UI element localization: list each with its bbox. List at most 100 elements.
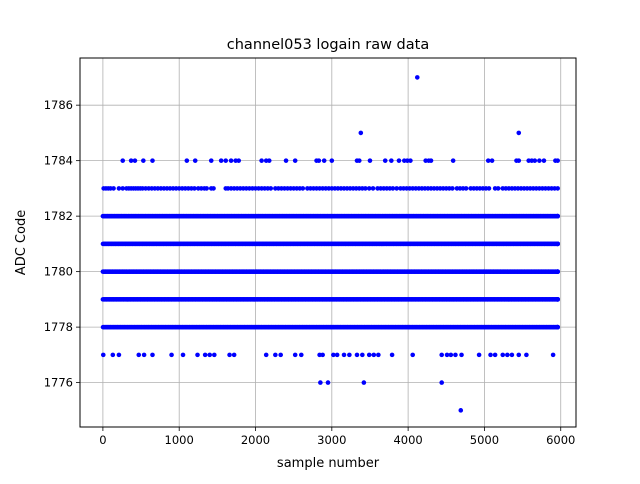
data-point [524, 352, 529, 358]
plot-frame [79, 57, 577, 428]
data-point [298, 352, 304, 358]
data-point [444, 352, 450, 358]
data-point [236, 158, 242, 163]
data-point [116, 352, 122, 358]
axis-ticks: 0 1000 2000 3000 4000 5000 6000 1776 1778 1780 178… [44, 98, 576, 447]
data-point [550, 352, 556, 358]
chart-title: channel053 logain raw data [227, 37, 429, 53]
data-point [259, 158, 264, 163]
data-point [283, 158, 289, 163]
x-axis-label: sample number [277, 456, 380, 471]
data-point [439, 352, 444, 358]
data-point [116, 186, 122, 191]
data-point [207, 352, 213, 358]
data-point [360, 352, 365, 358]
data-point [488, 352, 493, 358]
data-point [410, 352, 416, 358]
data-point [414, 75, 420, 80]
data-point [555, 158, 560, 163]
data-point [263, 352, 269, 358]
data-point [325, 380, 331, 385]
y-tick-label: 1778 [44, 320, 73, 334]
data-point [273, 352, 278, 358]
data-point [331, 352, 336, 358]
x-tick-label: 6000 [546, 433, 575, 447]
data-point [516, 130, 522, 136]
x-tick-label: 1000 [165, 433, 194, 447]
data-point [370, 186, 376, 191]
data-point [516, 158, 522, 163]
data-point [292, 352, 298, 358]
data-point [358, 130, 364, 136]
data-point [486, 186, 492, 191]
x-tick-label: 4000 [393, 433, 422, 447]
y-tick-label: 1780 [44, 265, 73, 279]
data-point [555, 241, 560, 247]
data-point [334, 352, 340, 358]
data-point [555, 213, 560, 219]
data-point [408, 158, 413, 163]
data-point [458, 408, 464, 413]
data-point [394, 186, 399, 191]
data-point [300, 186, 306, 191]
data-point [180, 352, 186, 358]
data-point [195, 352, 200, 358]
data-point [347, 352, 352, 358]
data-point [128, 158, 134, 163]
data-point [132, 158, 138, 163]
data-point [382, 158, 388, 163]
data-point [228, 158, 234, 163]
data-point [268, 186, 274, 191]
data-point [390, 186, 396, 191]
data-point [396, 158, 402, 163]
data-point [212, 352, 217, 358]
data-point [356, 158, 362, 163]
x-tick-label: 0 [99, 433, 106, 447]
data-point [463, 186, 469, 191]
y-tick-label: 1782 [44, 209, 73, 223]
data-point [169, 352, 174, 358]
data-point [329, 158, 335, 163]
data-point [100, 352, 106, 358]
x-tick-label: 2000 [241, 433, 270, 447]
data-point [489, 158, 495, 163]
data-point [227, 352, 232, 358]
data-point [495, 186, 501, 191]
data-point [453, 352, 458, 358]
y-tick-label: 1784 [44, 154, 73, 168]
data-point [555, 324, 560, 330]
data-point [150, 158, 155, 163]
data-point [363, 186, 368, 191]
data-point [450, 186, 455, 191]
data-point [448, 352, 454, 358]
data-point [532, 158, 538, 163]
data-point [371, 352, 377, 358]
data-point [367, 158, 373, 163]
data-point [318, 380, 323, 385]
data-point [428, 158, 434, 163]
y-tick-label: 1786 [44, 98, 73, 112]
data-point [184, 158, 190, 163]
x-tick-label: 5000 [470, 433, 499, 447]
data-point [218, 158, 224, 163]
data-point [192, 186, 197, 191]
data-point [505, 352, 510, 358]
data-point [211, 186, 216, 191]
data-point [320, 352, 325, 358]
data-point [537, 158, 542, 163]
data-point [141, 158, 146, 163]
data-point [476, 352, 482, 358]
data-point [485, 158, 491, 163]
data-point [266, 158, 272, 163]
data-point [439, 380, 444, 385]
data-point [204, 186, 209, 191]
data-point [509, 352, 515, 358]
data-point [354, 352, 360, 358]
data-point [111, 186, 116, 191]
x-tick-label: 3000 [317, 433, 346, 447]
data-point [208, 158, 214, 163]
data-point [389, 352, 395, 358]
data-point [555, 186, 560, 191]
